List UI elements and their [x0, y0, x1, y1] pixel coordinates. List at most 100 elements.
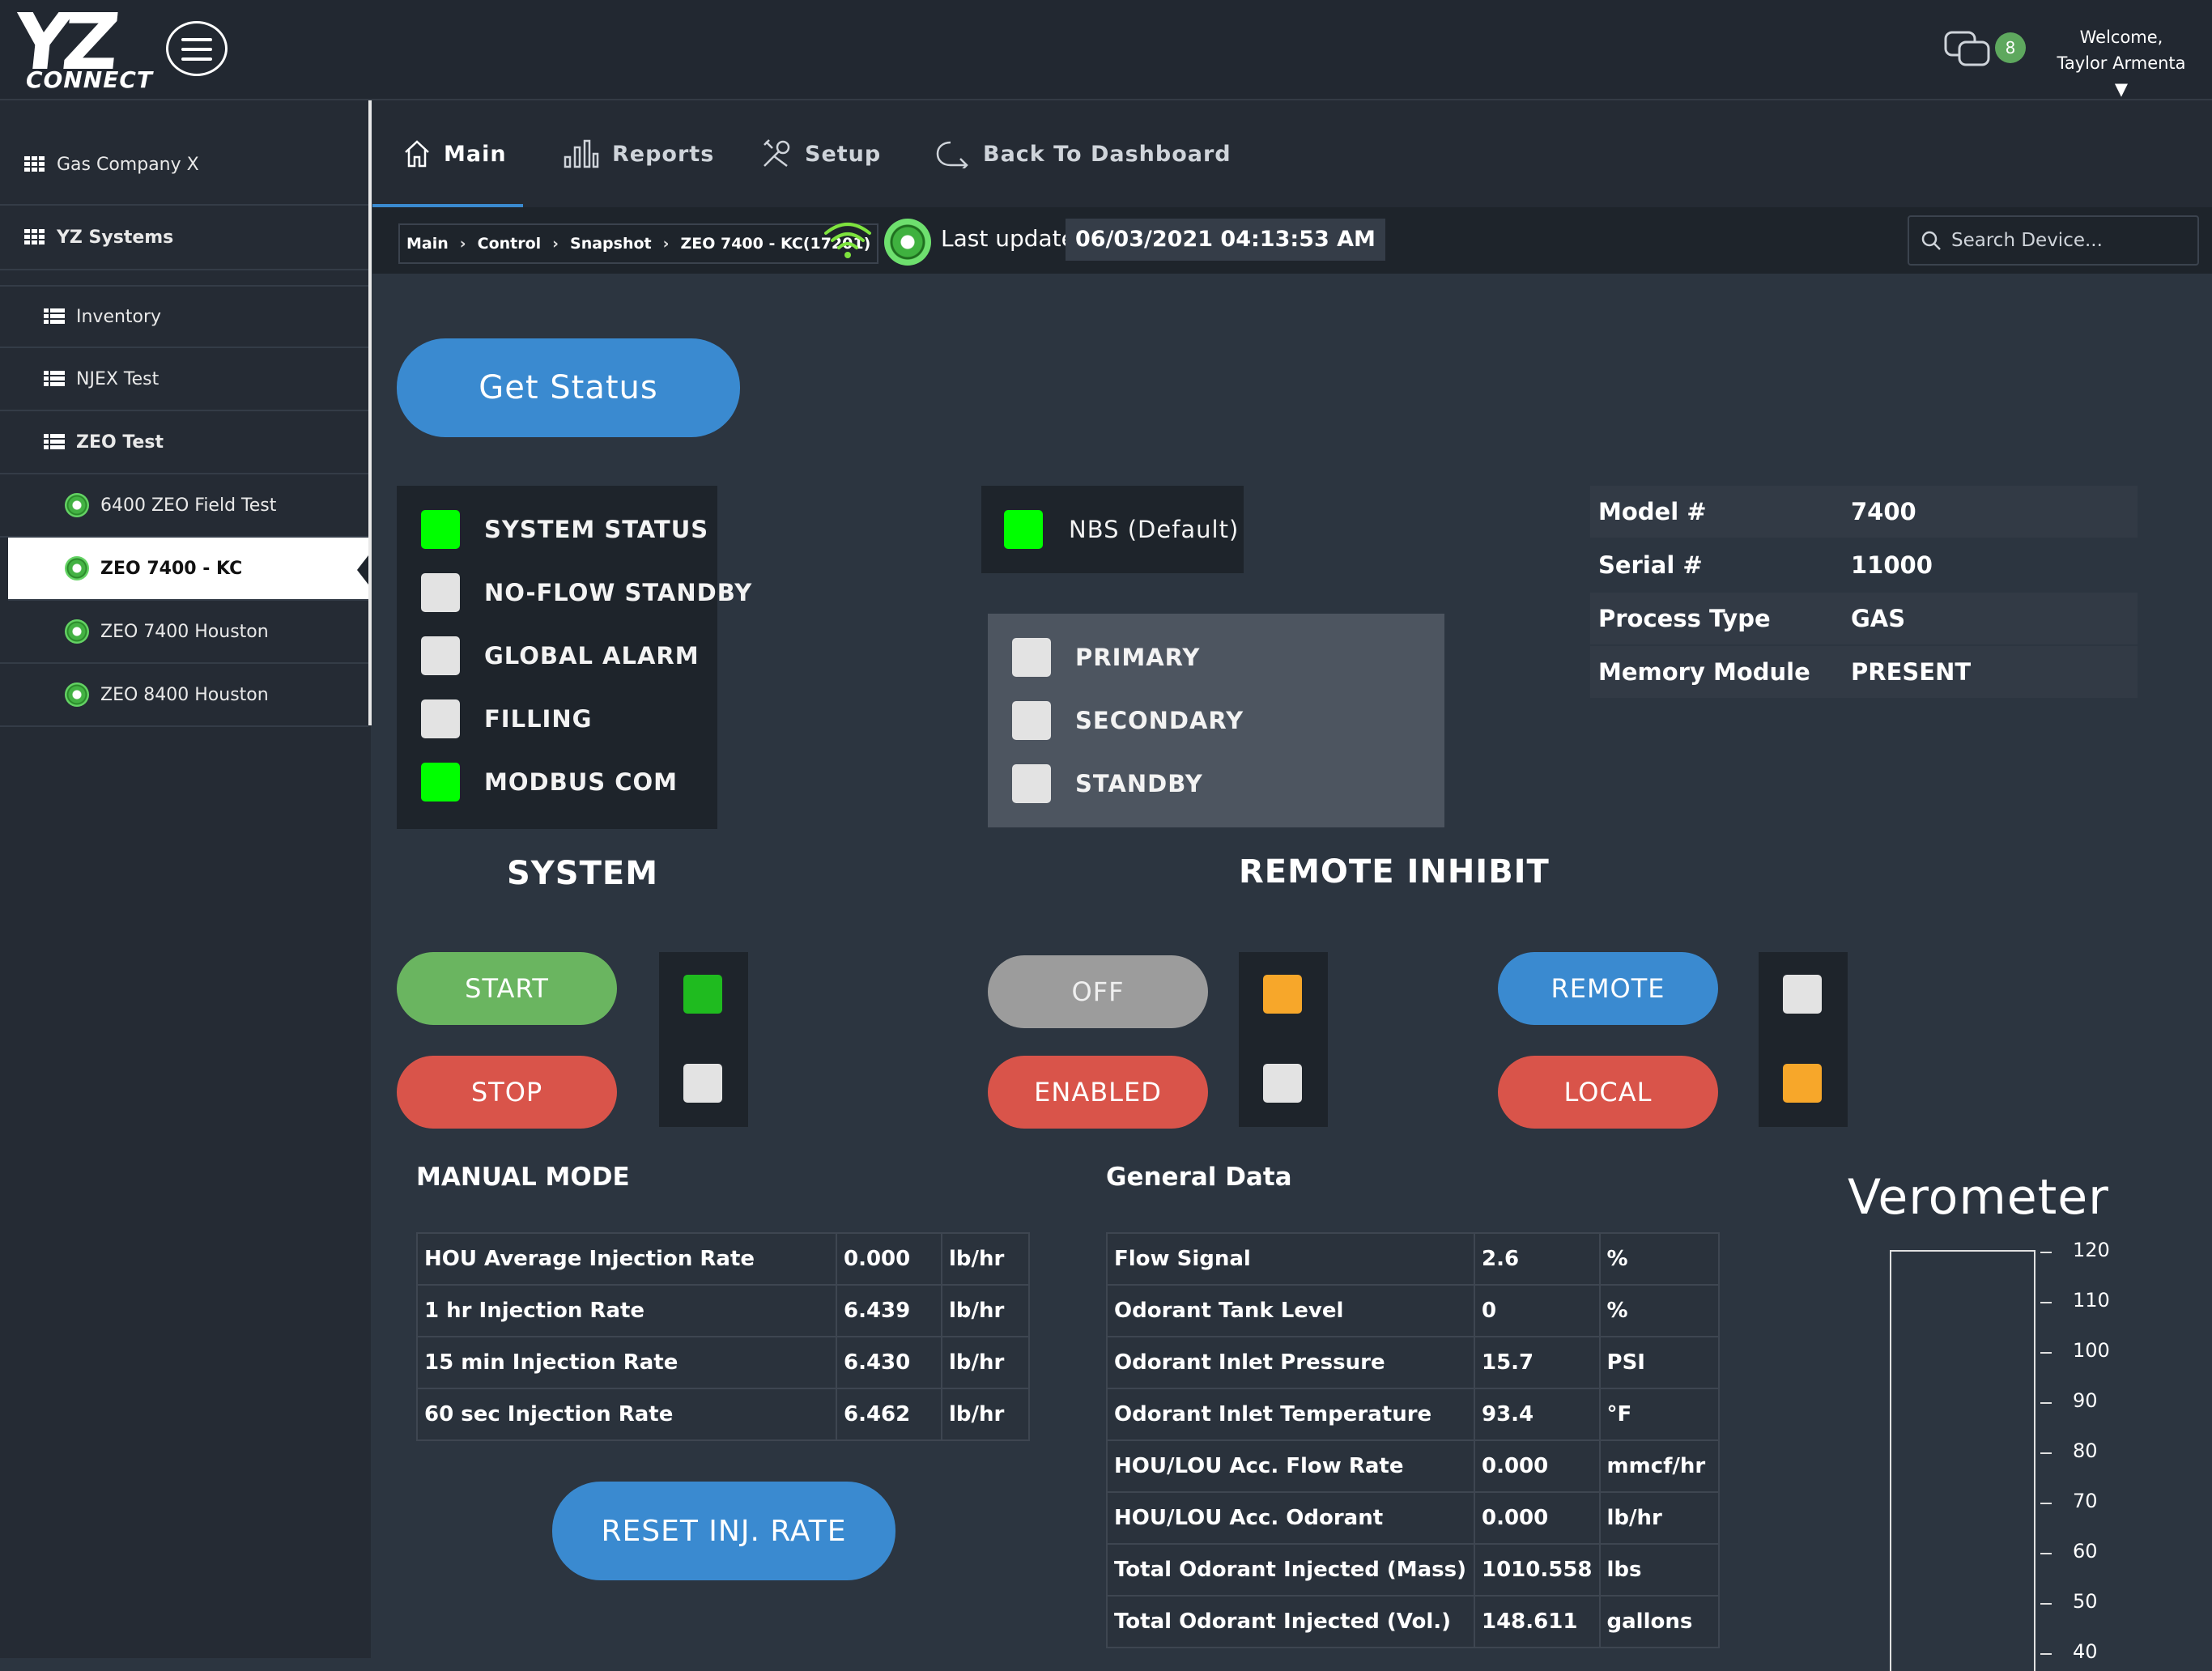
last-update-value: 06/03/2021 04:13:53 AM: [1066, 219, 1385, 261]
info-key: Process Type: [1598, 605, 1771, 632]
remote-led: [1783, 975, 1822, 1014]
sidebar-item-zeo-test[interactable]: ZEO Test: [0, 411, 368, 474]
sidebar-company[interactable]: Gas Company X: [0, 125, 368, 206]
table-row: Odorant Inlet Pressure 15.7 PSI: [1106, 1336, 1721, 1389]
breadcrumb-item-snapshot[interactable]: Snapshot: [570, 235, 652, 253]
table-cell-value: 148.611: [1474, 1595, 1601, 1648]
list-icon: [44, 308, 65, 324]
verometer-tick: [2040, 1503, 2052, 1504]
manual-mode-table: HOU Average Injection Rate 0.000 lb/hr 1…: [416, 1232, 1030, 1441]
chevron-right-icon: ›: [459, 235, 466, 253]
search-device-field[interactable]: Search Device...: [1908, 215, 2199, 266]
table-cell-value: 0.000: [1474, 1491, 1601, 1545]
user-menu[interactable]: Welcome, Taylor Armenta ▼: [2048, 24, 2194, 102]
device-status-gear-icon: [65, 556, 89, 580]
local-button[interactable]: LOCAL: [1498, 1056, 1718, 1129]
stop-button[interactable]: STOP: [397, 1056, 617, 1129]
tab-main[interactable]: Main: [403, 134, 507, 173]
info-row-process-type: Process Type GAS: [1590, 593, 2138, 644]
hamburger-menu-icon[interactable]: [166, 21, 228, 76]
breadcrumb-item-main[interactable]: Main: [406, 235, 449, 253]
breadcrumb-item-device: ZEO 7400 - KC(17201): [680, 235, 871, 253]
bar-chart-icon: [564, 139, 599, 168]
table-cell-value: 0: [1474, 1284, 1601, 1337]
table-cell-label: Odorant Inlet Temperature: [1106, 1388, 1475, 1441]
table-row: Flow Signal 2.6 %: [1106, 1232, 1721, 1286]
inhibit-enabled-button[interactable]: ENABLED: [988, 1056, 1208, 1129]
modbus-com-led: [421, 763, 460, 801]
tab-reports[interactable]: Reports: [564, 134, 714, 173]
sidebar-item-njex-test[interactable]: NJEX Test: [0, 348, 368, 411]
sidebar-system-label: YZ Systems: [57, 227, 174, 248]
info-row-memory-module: Memory Module PRESENT: [1590, 646, 2138, 698]
remote-button[interactable]: REMOTE: [1498, 952, 1718, 1025]
local-led: [1783, 1064, 1822, 1103]
sidebar-device-label: 6400 ZEO Field Test: [100, 495, 277, 516]
table-row: HOU/LOU Acc. Flow Rate 0.000 mmcf/hr: [1106, 1439, 1721, 1493]
back-to-dashboard-link[interactable]: Back To Dashboard: [934, 134, 1231, 173]
verometer-tick: [2040, 1352, 2052, 1354]
info-value: GAS: [1851, 605, 1906, 632]
system-section-title: SYSTEM: [507, 855, 658, 892]
general-data-table: Flow Signal 2.6 % Odorant Tank Level 0 %…: [1106, 1232, 1721, 1648]
device-status-gear-icon: [65, 619, 89, 644]
verometer-tick: [2040, 1653, 2052, 1655]
search-icon: [1921, 231, 1941, 250]
verometer-tick: [2040, 1302, 2052, 1303]
table-row: Odorant Tank Level 0 %: [1106, 1284, 1721, 1337]
table-cell-unit: lb/hr: [941, 1388, 1030, 1441]
tab-setup[interactable]: Setup: [761, 134, 881, 173]
verometer-tick: [2040, 1252, 2052, 1253]
table-row: Odorant Inlet Temperature 93.4 °F: [1106, 1388, 1721, 1441]
verometer-tick-label: 100: [2073, 1339, 2110, 1362]
yz-connect-logo[interactable]: YZ CONNECT: [10, 0, 152, 94]
info-key: Serial #: [1598, 551, 1703, 579]
verometer-tick-label: 40: [2073, 1640, 2098, 1663]
table-cell-value: 6.430: [836, 1336, 942, 1389]
primary-led: [1012, 638, 1051, 677]
chevron-right-icon: ›: [552, 235, 559, 253]
breadcrumb-item-control[interactable]: Control: [477, 235, 542, 253]
sidebar-device-6400-zeo-field-test[interactable]: 6400 ZEO Field Test: [0, 474, 368, 538]
verometer-tick: [2040, 1553, 2052, 1554]
modbus-com-label: MODBUS COM: [484, 768, 678, 796]
chevron-right-icon: ›: [662, 235, 670, 253]
remote-inhibit-section-title: REMOTE INHIBIT: [1239, 853, 1550, 891]
start-indicator-led: [683, 975, 722, 1014]
table-row: Total Odorant Injected (Vol.) 148.611 ga…: [1106, 1595, 1721, 1648]
system-status-led: [421, 510, 460, 549]
table-cell-label: Flow Signal: [1106, 1232, 1475, 1286]
secondary-led: [1012, 701, 1051, 740]
table-cell-value: 2.6: [1474, 1232, 1601, 1286]
verometer-gauge: [1890, 1250, 2035, 1671]
table-row: 60 sec Injection Rate 6.462 lb/hr: [416, 1388, 1030, 1441]
connection-status-gear-icon: [884, 219, 931, 266]
sidebar-system[interactable]: YZ Systems: [0, 206, 368, 270]
sidebar-device-zeo-8400-houston[interactable]: ZEO 8400 Houston: [0, 664, 368, 727]
sidebar-device-label: ZEO 7400 - KC: [100, 558, 243, 579]
table-cell-value: 6.462: [836, 1388, 942, 1441]
table-cell-unit: lb/hr: [941, 1284, 1030, 1337]
tab-setup-label: Setup: [805, 141, 882, 167]
sidebar-item-inventory[interactable]: Inventory: [0, 285, 368, 348]
inhibit-off-button[interactable]: OFF: [988, 955, 1208, 1028]
filling-label: FILLING: [484, 705, 593, 733]
table-cell-unit: lb/hr: [941, 1336, 1030, 1389]
secondary-label: SECONDARY: [1075, 707, 1244, 734]
notification-badge[interactable]: 8: [1995, 32, 2026, 63]
reset-inj-rate-button[interactable]: RESET INJ. RATE: [552, 1482, 895, 1580]
device-status-gear-icon: [65, 682, 89, 707]
active-tab-indicator: [372, 204, 523, 207]
sidebar-device-zeo-7400-houston[interactable]: ZEO 7400 Houston: [0, 601, 368, 664]
sidebar-device-label: ZEO 8400 Houston: [100, 684, 269, 705]
user-name-row: Taylor Armenta ▼: [2048, 50, 2194, 102]
stop-indicator-led: [683, 1064, 722, 1103]
sidebar-company-label: Gas Company X: [57, 154, 199, 175]
start-button[interactable]: START: [397, 952, 617, 1025]
sidebar-device-zeo-7400-kc[interactable]: ZEO 7400 - KC: [8, 538, 368, 601]
sidebar-item-label: NJEX Test: [76, 368, 160, 389]
get-status-button[interactable]: Get Status: [397, 338, 740, 437]
chat-icon[interactable]: [1943, 29, 1993, 68]
nbs-led: [1004, 510, 1043, 549]
tools-icon: [764, 139, 790, 167]
